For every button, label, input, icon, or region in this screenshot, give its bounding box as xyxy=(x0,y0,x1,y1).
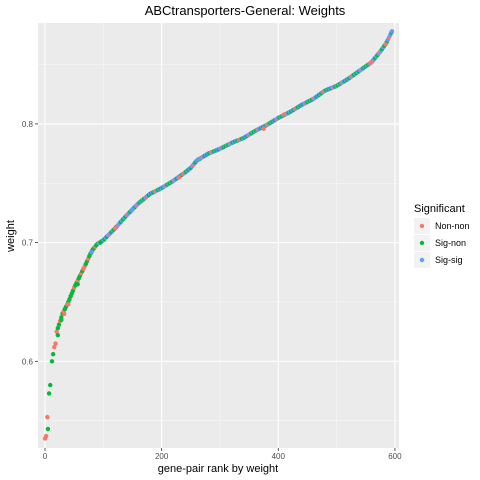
data-point xyxy=(43,433,49,439)
data-point xyxy=(48,382,53,388)
data-point xyxy=(176,175,182,180)
data-point xyxy=(45,426,51,432)
data-point xyxy=(62,311,67,317)
data-point xyxy=(195,157,200,162)
legend-swatch xyxy=(419,223,425,229)
minor-gridlines xyxy=(38,23,399,448)
data-point xyxy=(55,333,61,338)
data-point xyxy=(389,29,395,34)
data-point xyxy=(50,352,56,357)
data-point xyxy=(281,112,287,117)
data-point xyxy=(52,344,57,350)
y-tick-label: 0.6 xyxy=(22,357,34,366)
data-point xyxy=(59,317,64,322)
data-point xyxy=(261,126,266,131)
chart-title: ABCtransporters-General: Weights xyxy=(145,3,346,18)
data-point xyxy=(54,329,59,334)
y-axis-label: weight xyxy=(5,220,17,253)
data-point xyxy=(75,281,80,287)
legend-label: Non-non xyxy=(435,221,470,231)
legend-entries: Non-non Sig-non Sig-sig xyxy=(414,218,470,268)
legend: Significant Non-non Sig-non Sig-sig xyxy=(414,203,470,268)
plot-panel xyxy=(38,23,399,448)
data-point xyxy=(49,359,55,364)
legend-title: Significant xyxy=(414,203,465,215)
y-axis: 0.6 0.7 0.8 xyxy=(22,120,38,366)
y-tick-label: 0.7 xyxy=(22,239,34,248)
data-point xyxy=(369,59,374,65)
x-tick-label: 0 xyxy=(43,452,48,461)
data-point xyxy=(98,240,103,245)
data-points xyxy=(42,29,395,441)
major-gridlines xyxy=(38,23,399,448)
data-point xyxy=(130,207,135,212)
data-point xyxy=(81,266,86,271)
x-axis: 0 200 400 600 xyxy=(43,448,402,461)
x-tick-label: 600 xyxy=(388,452,402,461)
data-point xyxy=(112,226,118,231)
data-point xyxy=(53,341,58,346)
data-point xyxy=(89,249,94,255)
data-point xyxy=(46,391,52,396)
x-axis-label: gene-pair rank by weight xyxy=(158,463,278,475)
legend-label: Sig-non xyxy=(435,238,466,248)
legend-label: Sig-sig xyxy=(435,255,463,265)
y-tick-label: 0.8 xyxy=(22,120,34,129)
x-tick-label: 200 xyxy=(155,452,169,461)
data-point xyxy=(56,322,62,327)
legend-swatch xyxy=(419,257,425,263)
data-point xyxy=(45,414,50,420)
data-point xyxy=(66,302,71,307)
data-point xyxy=(55,325,61,331)
data-point xyxy=(383,42,388,47)
legend-swatch xyxy=(419,240,425,246)
data-point xyxy=(68,293,73,299)
x-tick-label: 400 xyxy=(272,452,286,461)
